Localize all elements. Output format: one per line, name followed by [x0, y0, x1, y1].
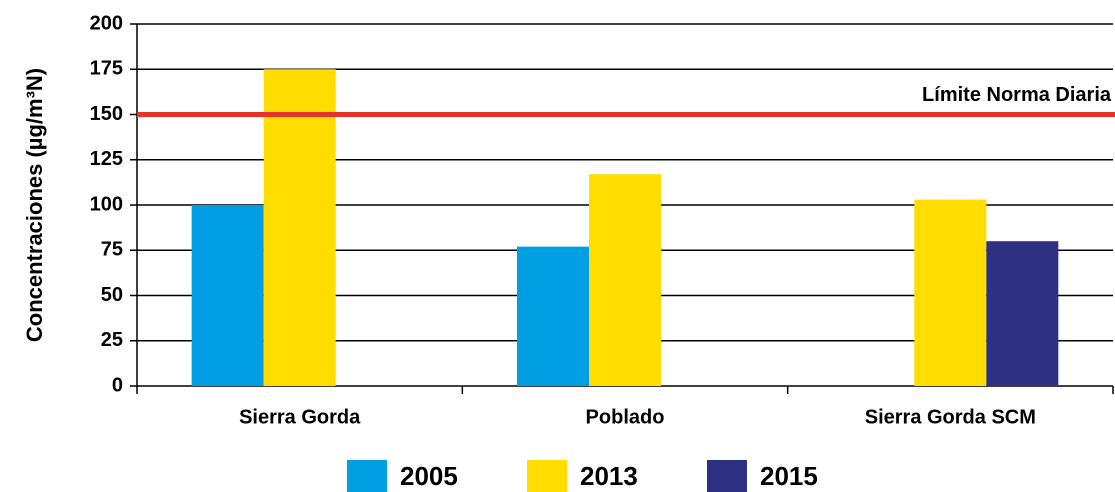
bar [589, 174, 661, 386]
reference-label: Límite Norma Diaria [922, 84, 1112, 106]
bar [191, 205, 264, 386]
y-tick-label: 75 [101, 239, 123, 261]
y-tick-label: 125 [90, 148, 123, 170]
legend-swatch [707, 460, 747, 492]
bar [914, 199, 987, 386]
y-tick-label: 25 [101, 329, 123, 351]
y-tick-label: 50 [101, 284, 123, 306]
y-tick-label: 200 [90, 12, 123, 34]
y-tick-label: 100 [90, 193, 123, 215]
x-tick-label: Sierra Gorda SCM [865, 406, 1036, 428]
bar [986, 241, 1059, 386]
x-tick-label: Poblado [586, 406, 665, 428]
legend-label: 2005 [400, 461, 458, 491]
bar [263, 69, 336, 386]
legend-swatch [347, 460, 387, 492]
y-tick-label: 0 [112, 374, 123, 396]
y-axis-label: Concentraciones (µg/m³N) [22, 68, 47, 342]
legend-label: 2013 [580, 461, 638, 491]
x-tick-label: Sierra Gorda [239, 406, 361, 428]
bar [517, 246, 589, 386]
y-tick-label: 175 [90, 58, 123, 80]
legend-label: 2015 [760, 461, 818, 491]
y-tick-label: 150 [90, 103, 123, 125]
legend-swatch [527, 460, 567, 492]
